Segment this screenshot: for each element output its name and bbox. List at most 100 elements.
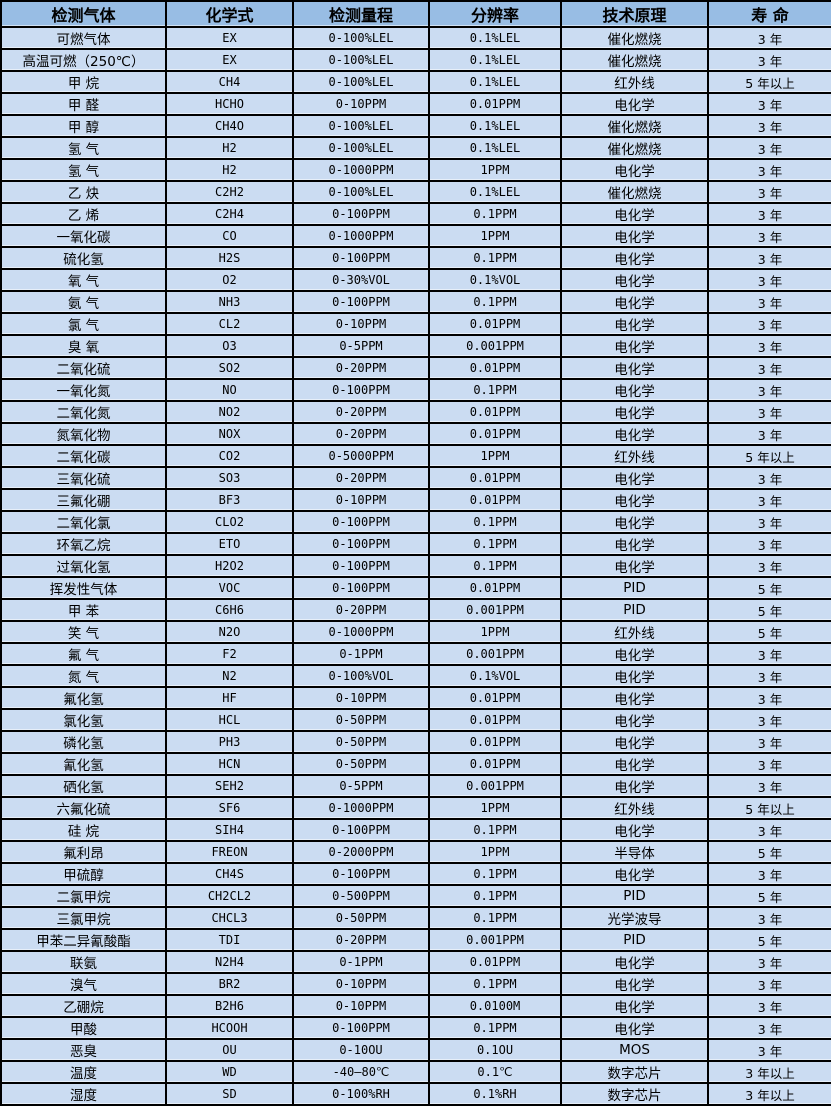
formula-cell: NH3: [165, 290, 294, 314]
principle-cell: 电化学: [560, 378, 709, 402]
resolution-cell: 0.01PPM: [428, 752, 562, 776]
range-cell: 0-1000PPM: [292, 224, 430, 248]
gas-name-cell: 高温可燃（250℃）: [0, 48, 167, 72]
resolution-cell: 0.1PPM: [428, 202, 562, 226]
resolution-cell: 0.01PPM: [428, 708, 562, 732]
column-header-resolution: 分辨率: [428, 0, 562, 28]
resolution-cell: 0.1%LEL: [428, 114, 562, 138]
range-cell: 0-2000PPM: [292, 840, 430, 864]
resolution-cell: 1PPM: [428, 158, 562, 182]
principle-cell: 电化学: [560, 554, 709, 578]
lifespan-cell: 3 年: [707, 268, 831, 292]
table-row: 氢 气 H2 0-1000PPM 1PPM 电化学 3 年: [0, 158, 831, 182]
formula-cell: HCOOH: [165, 1016, 294, 1040]
gas-name-cell: 硅 烷: [0, 818, 167, 842]
principle-cell: 电化学: [560, 686, 709, 710]
lifespan-cell: 5 年: [707, 928, 831, 952]
gas-name-cell: 甲 苯: [0, 598, 167, 622]
principle-cell: 电化学: [560, 950, 709, 974]
principle-cell: 电化学: [560, 994, 709, 1018]
principle-cell: 电化学: [560, 422, 709, 446]
lifespan-cell: 3 年: [707, 664, 831, 688]
gas-name-cell: 氟 气: [0, 642, 167, 666]
resolution-cell: 0.1PPM: [428, 290, 562, 314]
lifespan-cell: 5 年: [707, 576, 831, 600]
lifespan-cell: 3 年: [707, 422, 831, 446]
lifespan-cell: 3 年: [707, 972, 831, 996]
table-row: 甲 醛 HCHO 0-10PPM 0.01PPM 电化学 3 年: [0, 92, 831, 116]
table-row: 高温可燃（250℃） EX 0-100%LEL 0.1%LEL 催化燃烧 3 年: [0, 48, 831, 72]
lifespan-cell: 3 年: [707, 92, 831, 116]
resolution-cell: 0.1PPM: [428, 818, 562, 842]
range-cell: 0-100PPM: [292, 246, 430, 270]
resolution-cell: 0.1PPM: [428, 554, 562, 578]
principle-cell: 电化学: [560, 312, 709, 336]
range-cell: 0-50PPM: [292, 708, 430, 732]
formula-cell: FREON: [165, 840, 294, 864]
principle-cell: PID: [560, 576, 709, 600]
resolution-cell: 0.001PPM: [428, 928, 562, 952]
formula-cell: H2O2: [165, 554, 294, 578]
formula-cell: CH2CL2: [165, 884, 294, 908]
table-row: 氰化氢 HCN 0-50PPM 0.01PPM 电化学 3 年: [0, 752, 831, 776]
gas-name-cell: 二氯甲烷: [0, 884, 167, 908]
principle-cell: PID: [560, 884, 709, 908]
formula-cell: SIH4: [165, 818, 294, 842]
range-cell: 0-100PPM: [292, 1016, 430, 1040]
lifespan-cell: 3 年: [707, 202, 831, 226]
formula-cell: H2S: [165, 246, 294, 270]
gas-name-cell: 甲硫醇: [0, 862, 167, 886]
table-row: 硒化氢 SEH2 0-5PPM 0.001PPM 电化学 3 年: [0, 774, 831, 798]
range-cell: 0-100PPM: [292, 510, 430, 534]
formula-cell: NOX: [165, 422, 294, 446]
gas-name-cell: 硒化氢: [0, 774, 167, 798]
range-cell: 0-10PPM: [292, 686, 430, 710]
range-cell: 0-100PPM: [292, 532, 430, 556]
resolution-cell: 0.01PPM: [428, 576, 562, 600]
gas-name-cell: 臭 氧: [0, 334, 167, 358]
lifespan-cell: 3 年: [707, 290, 831, 314]
principle-cell: 光学波导: [560, 906, 709, 930]
lifespan-cell: 3 年: [707, 356, 831, 380]
principle-cell: 电化学: [560, 466, 709, 490]
principle-cell: 电化学: [560, 400, 709, 424]
table-row: 过氧化氢 H2O2 0-100PPM 0.1PPM 电化学 3 年: [0, 554, 831, 578]
lifespan-cell: 3 年: [707, 312, 831, 336]
gas-name-cell: 乙 烯: [0, 202, 167, 226]
resolution-cell: 0.01PPM: [428, 422, 562, 446]
range-cell: 0-100%RH: [292, 1082, 430, 1106]
table-row: 六氟化硫 SF6 0-1000PPM 1PPM 红外线 5 年以上: [0, 796, 831, 820]
range-cell: -40—80℃: [292, 1060, 430, 1084]
gas-name-cell: 溴气: [0, 972, 167, 996]
resolution-cell: 0.01PPM: [428, 312, 562, 336]
table-row: 可燃气体 EX 0-100%LEL 0.1%LEL 催化燃烧 3 年: [0, 26, 831, 50]
table-row: 氟利昂 FREON 0-2000PPM 1PPM 半导体 5 年: [0, 840, 831, 864]
lifespan-cell: 3 年以上: [707, 1082, 831, 1106]
resolution-cell: 0.01PPM: [428, 488, 562, 512]
table-row: 笑 气 N2O 0-1000PPM 1PPM 红外线 5 年: [0, 620, 831, 644]
principle-cell: 电化学: [560, 488, 709, 512]
principle-cell: 电化学: [560, 268, 709, 292]
resolution-cell: 1PPM: [428, 796, 562, 820]
range-cell: 0-30%VOL: [292, 268, 430, 292]
table-row: 甲酸 HCOOH 0-100PPM 0.1PPM 电化学 3 年: [0, 1016, 831, 1040]
range-cell: 0-1PPM: [292, 642, 430, 666]
column-header-principle: 技术原理: [560, 0, 709, 28]
resolution-cell: 1PPM: [428, 444, 562, 468]
resolution-cell: 1PPM: [428, 224, 562, 248]
gas-name-cell: 三氧化硫: [0, 466, 167, 490]
gas-name-cell: 温度: [0, 1060, 167, 1084]
lifespan-cell: 5 年: [707, 598, 831, 622]
formula-cell: F2: [165, 642, 294, 666]
lifespan-cell: 5 年: [707, 884, 831, 908]
range-cell: 0-20PPM: [292, 466, 430, 490]
gas-name-cell: 磷化氢: [0, 730, 167, 754]
gas-name-cell: 甲 醇: [0, 114, 167, 138]
range-cell: 0-20PPM: [292, 928, 430, 952]
range-cell: 0-100%LEL: [292, 26, 430, 50]
resolution-cell: 0.01PPM: [428, 400, 562, 424]
gas-name-cell: 氟利昂: [0, 840, 167, 864]
range-cell: 0-50PPM: [292, 752, 430, 776]
range-cell: 0-50PPM: [292, 730, 430, 754]
principle-cell: 电化学: [560, 290, 709, 314]
